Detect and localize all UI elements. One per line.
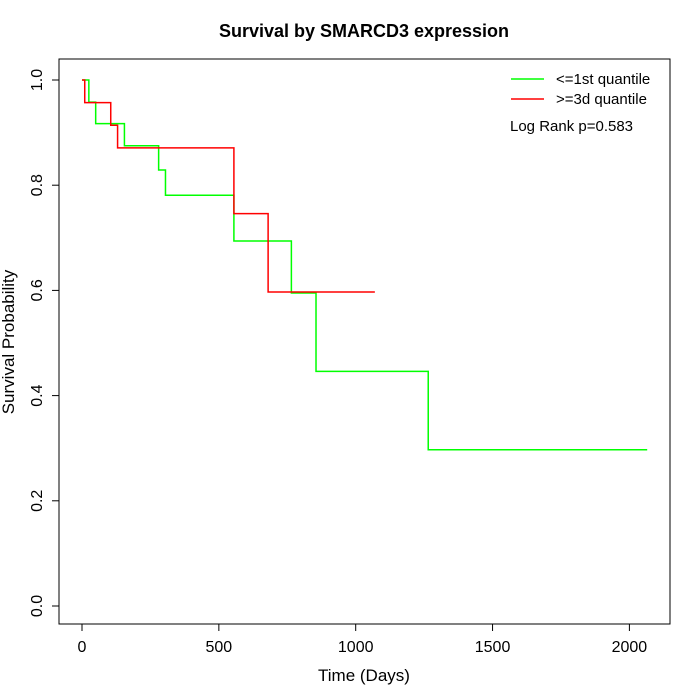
- x-tick-label: 500: [205, 639, 232, 656]
- y-tick-label: 0.4: [29, 384, 46, 406]
- x-tick-label: 2000: [612, 639, 648, 656]
- y-axis-label: Survival Probability: [0, 269, 18, 414]
- legend: <=1st quantile >=3d quantile: [511, 71, 650, 108]
- y-tick-label: 0.2: [29, 490, 46, 512]
- log-rank-annotation: Log Rank p=0.583: [510, 118, 633, 135]
- x-tick-label: 1500: [475, 639, 511, 656]
- y-axis: 0.0 0.2 0.4 0.6 0.8 1.0: [29, 69, 60, 617]
- legend-label-1: <=1st quantile: [556, 71, 650, 88]
- x-axis-label: Time (Days): [318, 666, 410, 685]
- x-tick-label: 0: [78, 639, 87, 656]
- y-tick-label: 0.0: [29, 595, 46, 617]
- series-layer: [82, 79, 648, 451]
- series-line-1: [82, 79, 648, 451]
- legend-label-2: >=3d quantile: [556, 91, 647, 108]
- y-tick-label: 1.0: [29, 69, 46, 91]
- y-tick-label: 0.8: [29, 174, 46, 196]
- x-tick-label: 1000: [338, 639, 374, 656]
- series-line-2: [82, 79, 375, 293]
- y-tick-label: 0.6: [29, 279, 46, 301]
- plot-frame: [58, 58, 671, 625]
- x-axis: 0 500 1000 1500 2000: [78, 623, 648, 656]
- chart-title: Survival by SMARCD3 expression: [219, 21, 509, 41]
